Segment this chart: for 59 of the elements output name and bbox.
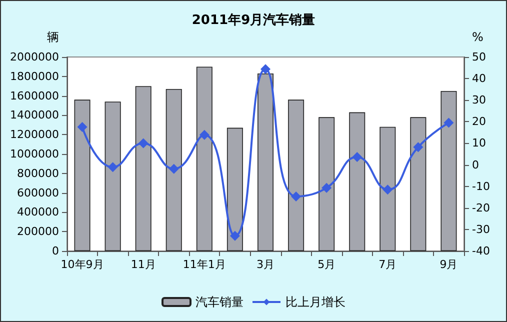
y2-tick-label: 50 — [472, 50, 486, 64]
bar — [288, 100, 304, 251]
y-tick-label: 1800000 — [10, 70, 59, 83]
x-tick-label: 3月 — [256, 258, 274, 271]
bar — [104, 102, 121, 251]
y2-tick-label: 30 — [472, 94, 486, 107]
bar — [258, 73, 274, 251]
point — [108, 162, 118, 172]
y-tick-label: 1200000 — [10, 128, 59, 142]
y-tick-label: 200000 — [17, 225, 59, 238]
bar — [135, 86, 152, 251]
x-tick-label: 10年9月 — [60, 258, 104, 271]
x-tick-label: 7月 — [378, 258, 397, 271]
y-tick-label: 1400000 — [10, 108, 59, 122]
y-tick-label: 2000000 — [10, 50, 59, 64]
point — [413, 142, 424, 152]
x-tick-label: 11年1月 — [182, 258, 226, 271]
y-tick-label: 0 — [52, 244, 59, 258]
bar — [226, 128, 243, 251]
x-tick-label: 5月 — [318, 258, 336, 271]
y-tick-label: 800000 — [17, 166, 59, 180]
legend-label: 比上月增长 — [286, 295, 346, 309]
bar — [74, 100, 90, 251]
point — [168, 164, 179, 174]
point — [444, 118, 454, 128]
y-tick-label: 600000 — [17, 186, 59, 200]
point — [138, 138, 148, 148]
point — [382, 184, 393, 195]
y2-tick-label: -10 — [472, 180, 490, 193]
point — [322, 182, 332, 193]
y-tick-label: 1000000 — [10, 148, 59, 160]
point — [230, 230, 240, 241]
bar — [410, 117, 426, 251]
y2-tick-label: -20 — [472, 201, 490, 214]
y2-tick-label: -40 — [472, 244, 490, 258]
bar — [166, 89, 182, 251]
point — [199, 130, 210, 140]
point — [77, 122, 88, 132]
bar — [380, 126, 396, 251]
x-tick-label: 9月 — [440, 258, 458, 271]
y2-tick-label: 0 — [472, 158, 479, 172]
bar — [440, 90, 457, 251]
point — [260, 64, 270, 74]
chart-title: 2011年9月汽车销量 — [192, 12, 316, 28]
y2-tick-label: 10 — [472, 136, 486, 150]
point — [352, 152, 362, 162]
bar — [196, 66, 212, 251]
y-axis-title: 辆 — [47, 30, 59, 44]
bar — [318, 117, 335, 251]
bar — [349, 112, 366, 251]
y2-tick-label: -30 — [472, 222, 490, 236]
y-tick-label: 400000 — [17, 206, 59, 219]
y2-axis-title: % — [472, 30, 484, 44]
y2-tick-label: 40 — [472, 72, 486, 86]
y-tick-label: 1600000 — [10, 89, 59, 102]
x-tick-label: 11月 — [130, 258, 156, 271]
point — [291, 191, 302, 202]
y2-tick-label: 20 — [472, 115, 486, 128]
legend-label: 汽车销量 — [196, 295, 244, 309]
